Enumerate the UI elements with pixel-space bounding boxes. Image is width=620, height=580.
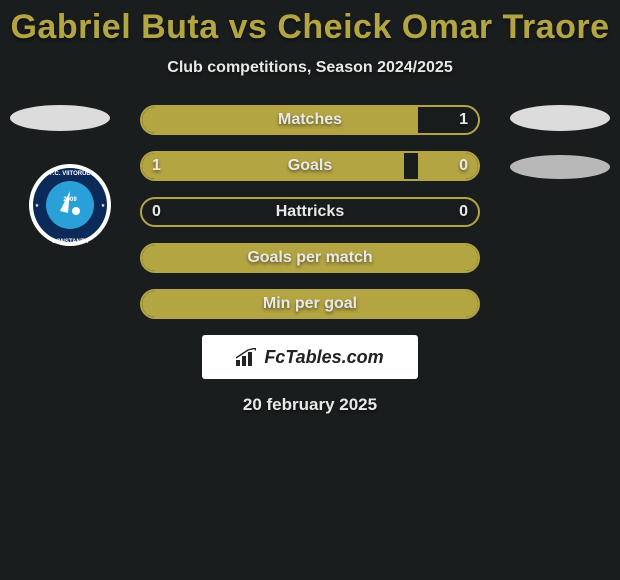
branding-badge: FcTables.com — [202, 335, 418, 379]
stat-row: Goals per match — [140, 243, 480, 273]
right-player-placeholder-2 — [510, 155, 610, 179]
stat-label: Matches — [142, 107, 478, 133]
stat-value-right: 0 — [459, 199, 468, 225]
chart-icon — [236, 348, 258, 366]
svg-text:CONSTANTA: CONSTANTA — [52, 239, 89, 245]
stat-label: Goals per match — [142, 245, 478, 271]
stat-label: Min per goal — [142, 291, 478, 317]
club-badge-icon: F.C. VIITORUL CONSTANTA ★ ★ 2009 — [28, 163, 112, 247]
right-player-placeholder-1 — [510, 105, 610, 131]
stat-label: Goals — [142, 153, 478, 179]
stat-row: Goals1 0 — [140, 151, 480, 181]
svg-text:F.C. VIITORUL: F.C. VIITORUL — [50, 171, 91, 177]
page-subtitle: Club competitions, Season 2024/2025 — [0, 59, 620, 77]
stat-value-right: 1 — [459, 107, 468, 133]
stat-row: Matches1 — [140, 105, 480, 135]
svg-text:★: ★ — [101, 203, 106, 209]
stats-container: Matches1Goals10Hattricks00Goals per matc… — [140, 105, 480, 319]
branding-text: FcTables.com — [264, 335, 383, 379]
left-player-placeholder — [10, 105, 110, 131]
stat-row: Hattricks0 0 — [140, 197, 480, 227]
stat-value-left: 0 — [152, 199, 161, 225]
svg-text:★: ★ — [35, 203, 40, 209]
svg-text:2009: 2009 — [63, 197, 77, 203]
club-badge: F.C. VIITORUL CONSTANTA ★ ★ 2009 — [28, 163, 112, 252]
stat-label: Hattricks — [142, 199, 478, 225]
page-title: Gabriel Buta vs Cheick Omar Traore — [0, 0, 620, 47]
stat-value-right: 0 — [459, 153, 468, 179]
date-label: 20 february 2025 — [0, 395, 620, 415]
comparison-area: F.C. VIITORUL CONSTANTA ★ ★ 2009 Matches… — [0, 105, 620, 415]
stat-row: Min per goal — [140, 289, 480, 319]
stat-value-left: 1 — [152, 153, 161, 179]
